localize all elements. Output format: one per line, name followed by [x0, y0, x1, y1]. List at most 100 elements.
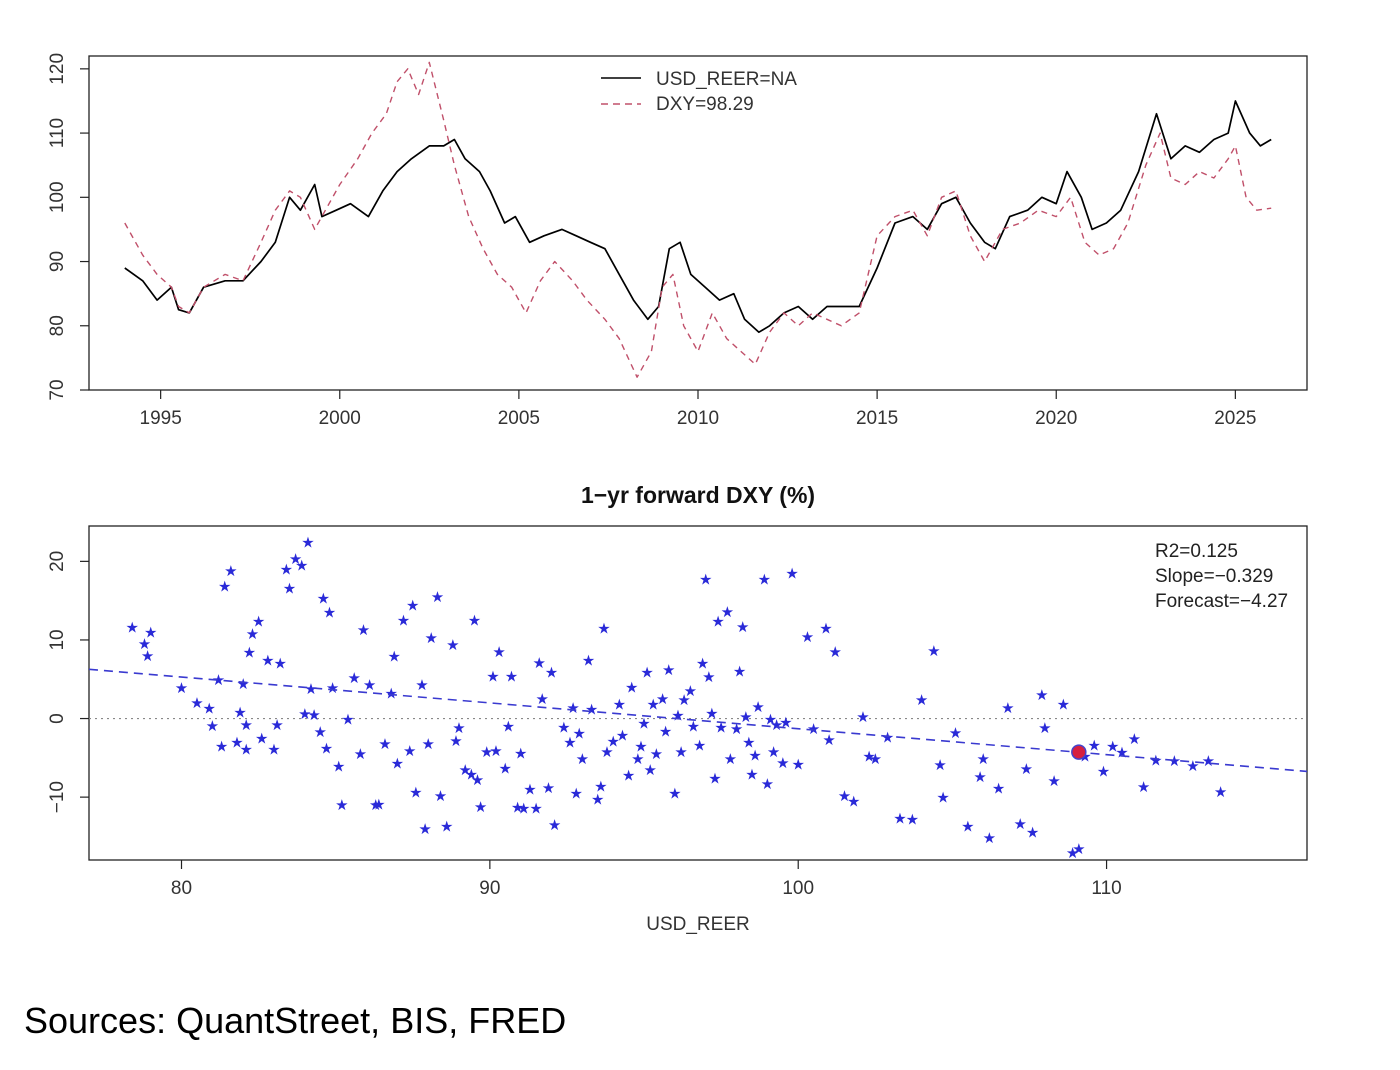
- scatter-point: ★: [634, 737, 647, 755]
- scatter-point: ★: [354, 745, 367, 763]
- scatter-point: ★: [671, 707, 684, 725]
- scatter-point: ★: [452, 719, 465, 737]
- scatter-point: ★: [597, 619, 610, 637]
- scatter-point: ★: [270, 716, 283, 734]
- scatter-point: ★: [643, 761, 656, 779]
- top-x-tick-label: 1995: [140, 408, 182, 429]
- scatter-point: ★: [1168, 752, 1181, 770]
- scatter-point: ★: [505, 667, 518, 685]
- scatter-point: ★: [724, 750, 737, 768]
- scatter-point: ★: [569, 784, 582, 802]
- scatter-point: ★: [206, 717, 219, 735]
- scatter-point: ★: [514, 744, 527, 762]
- scatter-point: ★: [613, 696, 626, 714]
- scatter-point: ★: [591, 791, 604, 809]
- scatter-point: ★: [576, 750, 589, 768]
- scatter-point: ★: [218, 578, 231, 596]
- scatter-point: ★: [770, 716, 783, 734]
- scatter-point: ★: [1149, 751, 1162, 769]
- scatter-point: ★: [1088, 736, 1101, 754]
- scatter-point: ★: [335, 796, 348, 814]
- scatter-point: ★: [357, 621, 370, 639]
- scatter-point: ★: [446, 636, 459, 654]
- scatter-point: ★: [668, 784, 681, 802]
- scatter-point: ★: [761, 775, 774, 793]
- scatter-point: ★: [1035, 686, 1048, 704]
- scatter-point: ★: [406, 597, 419, 615]
- scatter-point: ★: [125, 619, 138, 637]
- bottom-y-tick-label: −10: [47, 781, 68, 813]
- scatter-point: ★: [471, 771, 484, 789]
- bottom-y-tick-label: 20: [47, 551, 68, 572]
- scatter-point: ★: [807, 720, 820, 738]
- scatter-point: ★: [659, 722, 672, 740]
- scatter-point: ★: [785, 564, 798, 582]
- scatter-point: ★: [418, 820, 431, 838]
- scatter-point: ★: [557, 718, 570, 736]
- current-forecast-point: [1071, 744, 1087, 760]
- scatter-point: ★: [1020, 760, 1033, 778]
- scatter-point: ★: [458, 761, 471, 779]
- scatter-point: ★: [307, 706, 320, 724]
- scatter-x-axis-title: USD_REER: [646, 914, 749, 935]
- scatter-point: ★: [748, 747, 761, 765]
- scatter-point: ★: [536, 690, 549, 708]
- scatter-point: ★: [502, 718, 515, 736]
- top-x-tick-label: 2015: [856, 408, 898, 429]
- scatter-point: ★: [585, 700, 598, 718]
- scatter-point: ★: [326, 679, 339, 697]
- scatter-point: ★: [684, 682, 697, 700]
- bottom-x-axis: 80 90 100 110: [171, 860, 1122, 899]
- sources-caption: Sources: QuantStreet, BIS, FRED: [24, 1000, 567, 1041]
- scatter-point: ★: [977, 750, 990, 768]
- scatter-point: ★: [317, 590, 330, 608]
- scatter-point: ★: [425, 629, 438, 647]
- scatter-point: ★: [983, 829, 996, 847]
- bottom-x-tick-label: 80: [171, 878, 192, 899]
- bottom-y-axis: −10 0 10 20: [47, 551, 89, 813]
- stats-annotation: R2=0.125 Slope=−0.329 Forecast=−4.27: [1155, 541, 1288, 612]
- bottom-x-tick-label: 110: [1091, 878, 1121, 899]
- scatter-point: ★: [736, 618, 749, 636]
- scatter-point: ★: [295, 557, 308, 575]
- top-y-axis: 70 80 90 100 110 120: [47, 53, 89, 401]
- scatter-point: ★: [1072, 840, 1085, 858]
- scatter-point: ★: [144, 623, 157, 641]
- bottom-plot-frame: [88, 525, 1308, 861]
- scatter-point: ★: [696, 655, 709, 673]
- scatter-point: ★: [363, 676, 376, 694]
- scatter-point: ★: [949, 724, 962, 742]
- scatter-point: ★: [384, 685, 397, 703]
- scatter-point: ★: [764, 711, 777, 729]
- scatter-point: ★: [465, 766, 478, 784]
- scatter-point: ★: [415, 676, 428, 694]
- scatter-point: ★: [862, 747, 875, 765]
- scatter-point: ★: [298, 705, 311, 723]
- scatter-point: ★: [650, 745, 663, 763]
- scatter-point: ★: [391, 755, 404, 773]
- scatter-point: ★: [915, 691, 928, 709]
- scatter-point: ★: [1066, 844, 1079, 862]
- scatter-point: ★: [542, 779, 555, 797]
- scatter-point: ★: [828, 643, 841, 661]
- scatter-point: ★: [409, 784, 422, 802]
- stat-forecast: Forecast=−4.27: [1155, 591, 1288, 612]
- scatter-point: ★: [388, 648, 401, 666]
- scatter-point: ★: [301, 534, 314, 552]
- scatter-point: ★: [1057, 696, 1070, 714]
- regression-line: [88, 668, 1308, 773]
- scatter-point: ★: [711, 612, 724, 630]
- bottom-x-tick-label: 100: [782, 878, 814, 899]
- scatter-point: ★: [474, 798, 487, 816]
- scatter-title: 1−yr forward DXY (%): [581, 482, 815, 508]
- scatter-point: ★: [869, 750, 882, 768]
- scatter-point: ★: [961, 817, 974, 835]
- scatter-point: ★: [566, 699, 579, 717]
- scatter-point: ★: [702, 668, 715, 686]
- scatter-point: ★: [856, 708, 869, 726]
- scatter-point: ★: [403, 742, 416, 760]
- scatter-point: ★: [532, 654, 545, 672]
- scatter-point: ★: [449, 732, 462, 750]
- scatter-point: ★: [289, 550, 302, 568]
